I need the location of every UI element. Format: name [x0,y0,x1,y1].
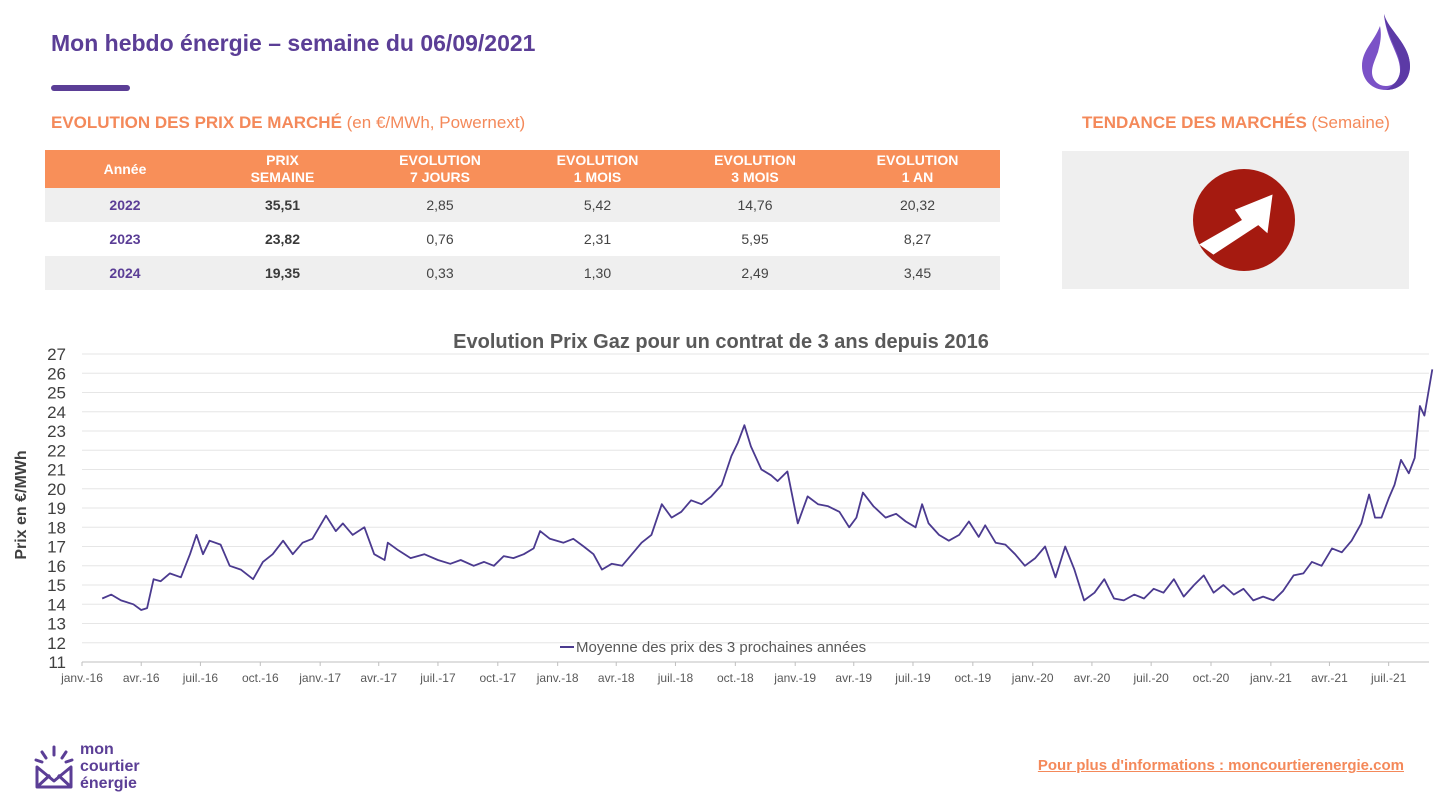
y-tick-label: 22 [47,441,66,460]
x-tick-label: oct.-20 [1193,671,1230,685]
flame-icon [1362,14,1410,90]
x-tick-label: janv.-19 [773,671,816,685]
y-tick-label: 14 [47,595,66,614]
year-cell: 2024 [45,256,205,290]
column-header-year: Année [45,150,205,188]
x-tick-label: janv.-21 [1249,671,1292,685]
y-tick-label: 25 [47,384,66,403]
market-prices-table: Année PRIX SEMAINE EVOLUTION 7 JOURS EVOLU… [45,150,1000,290]
table-row: 2023 23,82 0,76 2,31 5,95 8,27 [45,222,1000,256]
table-row: 2024 19,35 0,33 1,30 2,49 3,45 [45,256,1000,290]
y-tick-label: 11 [48,653,66,672]
price-cell: 23,82 [264,231,301,247]
y-tick-label: 24 [47,403,66,422]
legend-label: Moyenne des prix des 3 prochaines années [576,639,866,656]
market-prices-title: EVOLUTION DES PRIX DE MARCHÉ (en €/MWh, … [51,113,526,132]
x-tick-label: janv.-20 [1011,671,1054,685]
x-tick-label: avr.-18 [598,671,635,685]
brand-name: mon courtier énergie [80,741,140,792]
series-line [101,369,1434,611]
evolution-cell: 5,42 [520,188,675,222]
y-axis-label: Prix en €/MWh [13,450,30,559]
gas-price-chart: Evolution Prix Gaz pour un contrat de 3 … [13,331,1434,685]
y-tick-label: 18 [47,518,66,537]
evolution-cell: 20,32 [835,188,1000,222]
column-header-3-months: EVOLUTION 3 MOIS [675,150,835,188]
y-tick-label: 17 [47,538,66,557]
x-tick-label: juil.-17 [419,671,456,685]
website-link[interactable]: Pour plus d'informations : moncourtieren… [1037,757,1404,774]
y-tick-label: 13 [47,615,66,634]
evolution-cell: 0,76 [426,231,454,247]
x-tick-label: oct.-19 [954,671,991,685]
price-cell: 19,35 [205,256,360,290]
x-tick-label: janv.-17 [298,671,341,685]
market-trend-title: TENDANCE DES MARCHÉS (Semaine) [1082,113,1390,132]
evolution-cell: 1,30 [520,256,675,290]
y-tick-label: 12 [47,634,66,653]
x-tick-label: avr.-21 [1311,671,1348,685]
evolution-cell: 14,76 [675,188,835,222]
price-cell: 35,51 [205,188,360,222]
y-tick-label: 21 [47,461,66,480]
table-header-row: Année PRIX SEMAINE EVOLUTION 7 JOURS EVOLU… [45,150,1000,188]
x-tick-label: janv.-16 [60,671,103,685]
y-tick-label: 26 [47,364,66,383]
x-tick-label: oct.-17 [479,671,516,685]
x-tick-label: avr.-20 [1074,671,1111,685]
x-tick-label: oct.-16 [242,671,279,685]
x-tick-label: avr.-19 [835,671,872,685]
x-tick-label: avr.-16 [123,671,160,685]
x-tick-label: oct.-18 [717,671,754,685]
x-tick-label: juil.-21 [1370,671,1407,685]
evolution-cell: 2,85 [360,188,520,222]
x-tick-label: juil.-19 [894,671,931,685]
y-tick-label: 27 [47,345,66,364]
column-header-weekly-price: PRIX SEMAINE [205,150,360,188]
evolution-cell: 2,31 [583,231,612,247]
column-header-1-month: EVOLUTION 1 MOIS [520,150,675,188]
column-header-7-days: EVOLUTION 7 JOURS [360,150,520,188]
x-tick-label: janv.-18 [536,671,579,685]
year-cell: 2023 [109,231,141,247]
evolution-cell: 2,49 [675,256,835,290]
y-tick-label: 19 [47,499,66,518]
y-tick-label: 23 [47,422,66,441]
x-tick-label: juil.-20 [1132,671,1169,685]
chart-title: Evolution Prix Gaz pour un contrat de 3 … [453,331,989,353]
chart-legend: Moyenne des prix des 3 prochaines années [560,639,866,656]
title-underline [51,85,130,91]
x-tick-label: avr.-17 [360,671,397,685]
evolution-cell: 0,33 [360,256,520,290]
x-tick-label: juil.-18 [657,671,694,685]
y-tick-label: 20 [47,480,66,499]
table-row: 2022 35,51 2,85 5,42 14,76 20,32 [45,188,1000,222]
evolution-cell: 5,95 [741,231,769,247]
y-tick-label: 15 [47,576,66,595]
x-tick-label: juil.-16 [182,671,219,685]
y-tick-label: 16 [47,557,66,576]
arrow-up-right-icon [1193,169,1295,271]
evolution-cell: 3,45 [835,256,1000,290]
page-title: Mon hebdo énergie – semaine du 06/09/202… [51,30,536,56]
evolution-cell: 8,27 [903,231,932,247]
column-header-1-year: EVOLUTION 1 AN [835,150,1000,188]
brand-logo-icon [34,745,74,789]
year-cell: 2022 [45,188,205,222]
